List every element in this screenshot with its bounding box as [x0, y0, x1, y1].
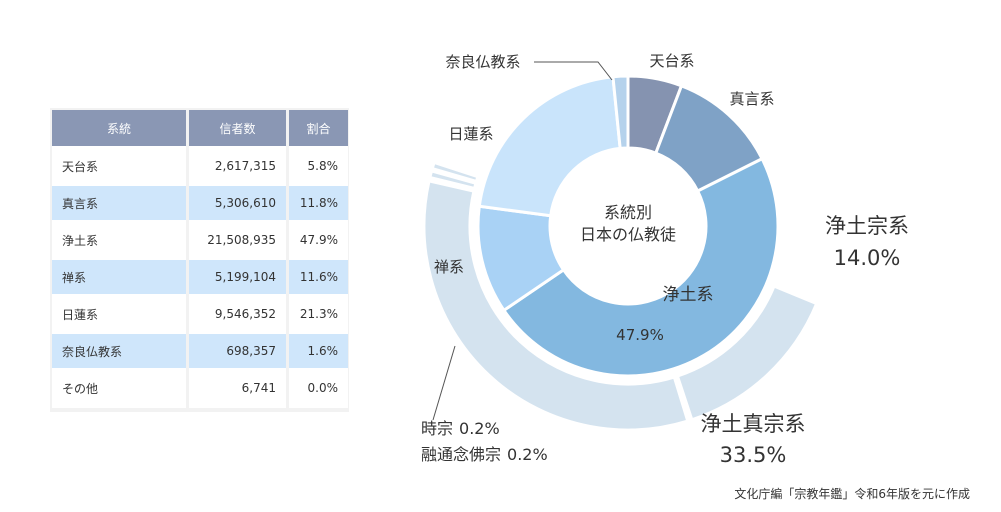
- slice-label-shingon: 真言系: [729, 90, 774, 108]
- outer-value-yuzunembutsu: 0.2%: [507, 445, 548, 464]
- source-note: 文化庁編「宗教年鑑」令和6年版を元に作成: [734, 486, 970, 501]
- cell-count: 2,617,315: [189, 149, 286, 186]
- cell-count: 5,306,610: [189, 186, 286, 223]
- table-row: 日蓮系 9,546,352 21.3%: [52, 297, 348, 334]
- outer-segment-yuzunembutsu: [430, 160, 480, 184]
- center-title-line1: 系統別: [604, 203, 652, 222]
- cell-name: 天台系: [52, 149, 186, 186]
- leader-lines: [432, 61, 613, 421]
- cell-pct: 0.0%: [289, 371, 348, 408]
- outer-name-jishu: 時宗: [421, 419, 453, 438]
- outer-value-jishu: 0.2%: [459, 419, 500, 438]
- outer-segment-jodoshu: [675, 284, 819, 422]
- slice-inner-value: 47.9%: [616, 326, 664, 344]
- center-title-line2: 日本の仏教徒: [580, 225, 676, 244]
- cell-count: 21,508,935: [189, 223, 286, 260]
- cell-name: 日蓮系: [52, 297, 186, 334]
- outer-label-yuzunembutsu: 融通念佛宗 0.2%: [421, 445, 548, 464]
- cell-name: 禅系: [52, 260, 186, 297]
- header-followers: 信者数: [189, 110, 286, 149]
- cell-name: その他: [52, 371, 186, 408]
- table-row: その他 6,741 0.0%: [52, 371, 348, 408]
- data-table: 系統 信者数 割合 天台系 2,617,315 5.8% 真言系 5,306,6…: [49, 110, 351, 408]
- cell-count: 9,546,352: [189, 297, 286, 334]
- cell-name: 浄土系: [52, 223, 186, 260]
- slice-inner-label: 浄土系: [663, 285, 714, 305]
- cell-pct: 21.3%: [289, 297, 348, 334]
- outer-ring: [422, 160, 819, 432]
- cell-pct: 1.6%: [289, 334, 348, 371]
- slice-label-nara: 奈良仏教系: [445, 53, 520, 71]
- table-row: 真言系 5,306,610 11.8%: [52, 186, 348, 223]
- donut-slices: [476, 74, 780, 378]
- table-row: 天台系 2,617,315 5.8%: [52, 149, 348, 186]
- cell-pct: 5.8%: [289, 149, 348, 186]
- slice-label-nichiren: 日蓮系: [448, 125, 493, 143]
- outer-name-yuzunembutsu: 融通念佛宗: [421, 445, 501, 464]
- table-row: 禅系 5,199,104 11.6%: [52, 260, 348, 297]
- leader-nara: [534, 61, 613, 81]
- cell-pct: 11.6%: [289, 260, 348, 297]
- cell-count: 698,357: [189, 334, 286, 371]
- outer-value-jodoshu: 14.0%: [834, 246, 901, 270]
- slice-label-zen: 禅系: [434, 258, 464, 276]
- slice-label-tendai: 天台系: [649, 52, 694, 70]
- cell-pct: 47.9%: [289, 223, 348, 260]
- header-share: 割合: [289, 110, 348, 149]
- cell-name: 真言系: [52, 186, 186, 223]
- header-lineage: 系統: [52, 110, 186, 149]
- cell-name: 奈良仏教系: [52, 334, 186, 371]
- cell-count: 6,741: [189, 371, 286, 408]
- outer-label-jodoshinshu: 浄土真宗系: [701, 412, 806, 436]
- table-row: 奈良仏教系 698,357 1.6%: [52, 334, 348, 371]
- cell-pct: 11.8%: [289, 186, 348, 223]
- leader-jishu: [432, 345, 456, 421]
- cell-count: 5,199,104: [189, 260, 286, 297]
- outer-label-jodoshu: 浄土宗系: [825, 214, 909, 238]
- slice-nichiren: [477, 75, 622, 218]
- slice-nara: [611, 74, 630, 151]
- outer-segment-jishu: [428, 169, 478, 191]
- outer-value-jodoshinshu: 33.5%: [720, 443, 787, 467]
- outer-segment-jodoshinshu: [422, 179, 690, 432]
- slice-jodo: [501, 156, 780, 378]
- table-header-row: 系統 信者数 割合: [52, 110, 348, 149]
- outer-label-jishu: 時宗 0.2%: [421, 419, 500, 438]
- table-row: 浄土系 21,508,935 47.9%: [52, 223, 348, 260]
